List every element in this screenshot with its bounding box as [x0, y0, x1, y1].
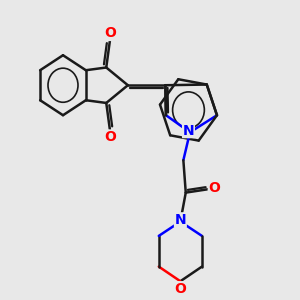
- Text: O: O: [208, 181, 220, 194]
- Text: O: O: [104, 26, 116, 40]
- Text: O: O: [174, 282, 186, 296]
- Text: N: N: [183, 124, 194, 138]
- Text: O: O: [104, 130, 116, 144]
- Text: N: N: [175, 213, 186, 227]
